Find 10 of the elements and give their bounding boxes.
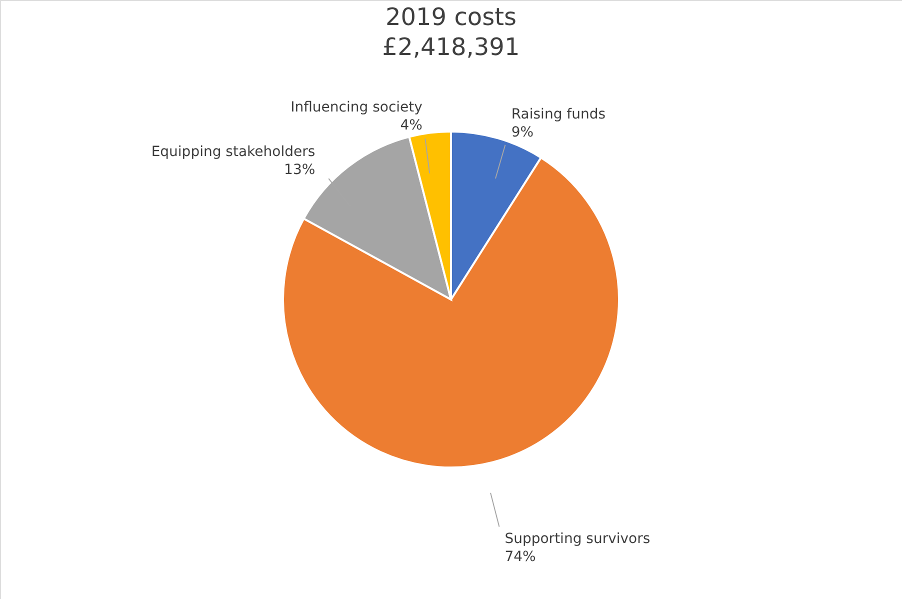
slice-label: Influencing society <box>290 100 422 116</box>
chart-subtitle: £2,418,391 <box>382 33 520 61</box>
slice-label: Equipping stakeholders <box>151 144 316 160</box>
data-label: 13% <box>284 162 316 178</box>
data-label: 4% <box>400 118 422 134</box>
chart-title: 2019 costs <box>385 3 517 31</box>
slice-label: Supporting survivors <box>504 531 650 548</box>
data-label: 9% <box>511 124 534 141</box>
data-label: 74% <box>504 549 536 566</box>
slice-label: Raising funds <box>511 106 606 123</box>
